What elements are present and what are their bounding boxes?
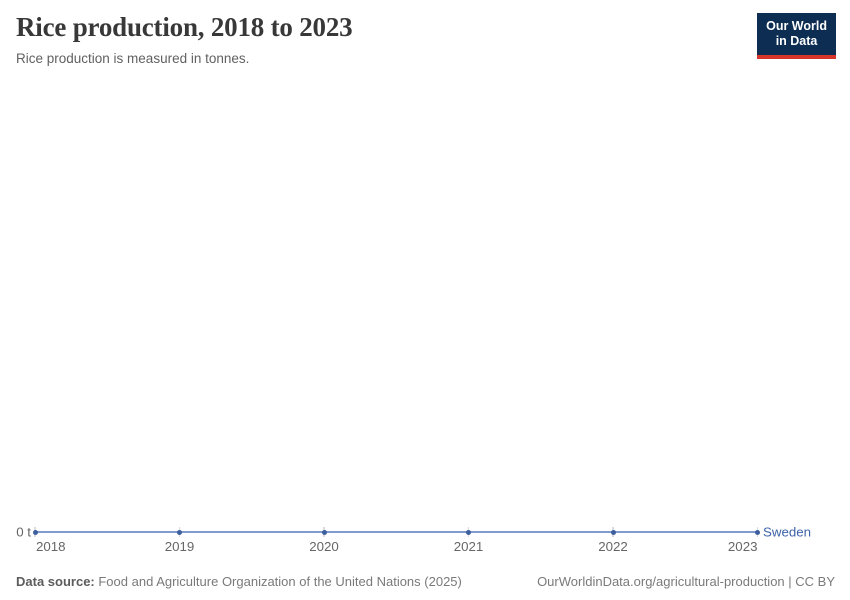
- page-title: Rice production, 2018 to 2023: [16, 12, 353, 42]
- data-point-marker[interactable]: [610, 529, 616, 535]
- owid-logo-line2: in Data: [775, 34, 818, 49]
- y-axis-zero-label: 0 t: [16, 524, 31, 540]
- x-axis-label: 2021: [453, 539, 484, 554]
- data-point-marker[interactable]: [466, 529, 471, 535]
- data-point-marker[interactable]: [177, 529, 182, 535]
- x-axis-label: 2022: [598, 539, 628, 554]
- footer-credit-link[interactable]: OurWorldinData.org/agricultural-producti…: [537, 574, 835, 589]
- data-point-marker[interactable]: [32, 529, 38, 535]
- chart-subtitle: Rice production is measured in tonnes.: [16, 50, 250, 66]
- chart-header: Rice production, 2018 to 2023 Rice produ…: [16, 12, 836, 67]
- data-source-text: Food and Agriculture Organization of the…: [94, 574, 462, 589]
- data-source-label: Data source:: [16, 574, 95, 589]
- owid-logo-line1: Our World: [766, 19, 827, 33]
- entity-label-sweden[interactable]: Sweden: [763, 524, 812, 540]
- chart-footer: Data source: Food and Agriculture Organi…: [16, 574, 835, 589]
- data-source: Data source: Food and Agriculture Organi…: [16, 574, 462, 589]
- data-point-marker[interactable]: [755, 529, 760, 535]
- x-axis-label: 2018: [36, 539, 66, 554]
- x-axis-label: 2020: [309, 539, 339, 554]
- data-point-marker[interactable]: [321, 529, 327, 535]
- data-series-line[interactable]: [34, 531, 759, 533]
- owid-logo: Our World in Data: [757, 13, 836, 59]
- x-axis-label: 2019: [164, 539, 195, 554]
- x-axis-label: 2023: [727, 539, 758, 554]
